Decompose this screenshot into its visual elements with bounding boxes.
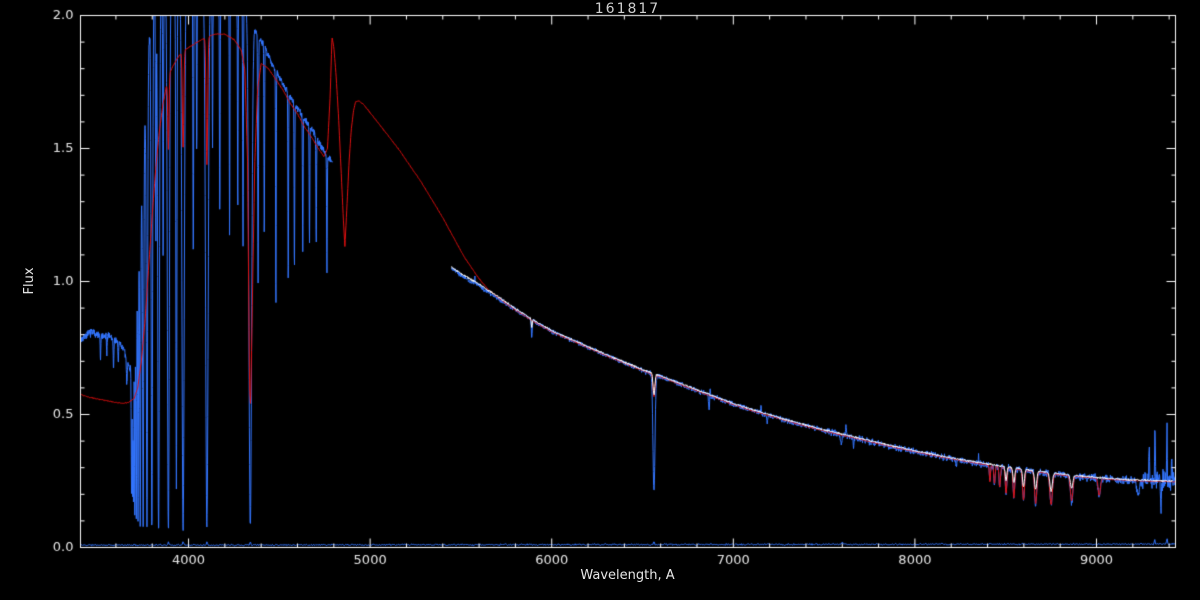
x-axis-label: Wavelength, A bbox=[580, 568, 675, 583]
y-axis-label: Flux bbox=[22, 267, 37, 295]
chart-title: 161817 bbox=[594, 1, 661, 17]
